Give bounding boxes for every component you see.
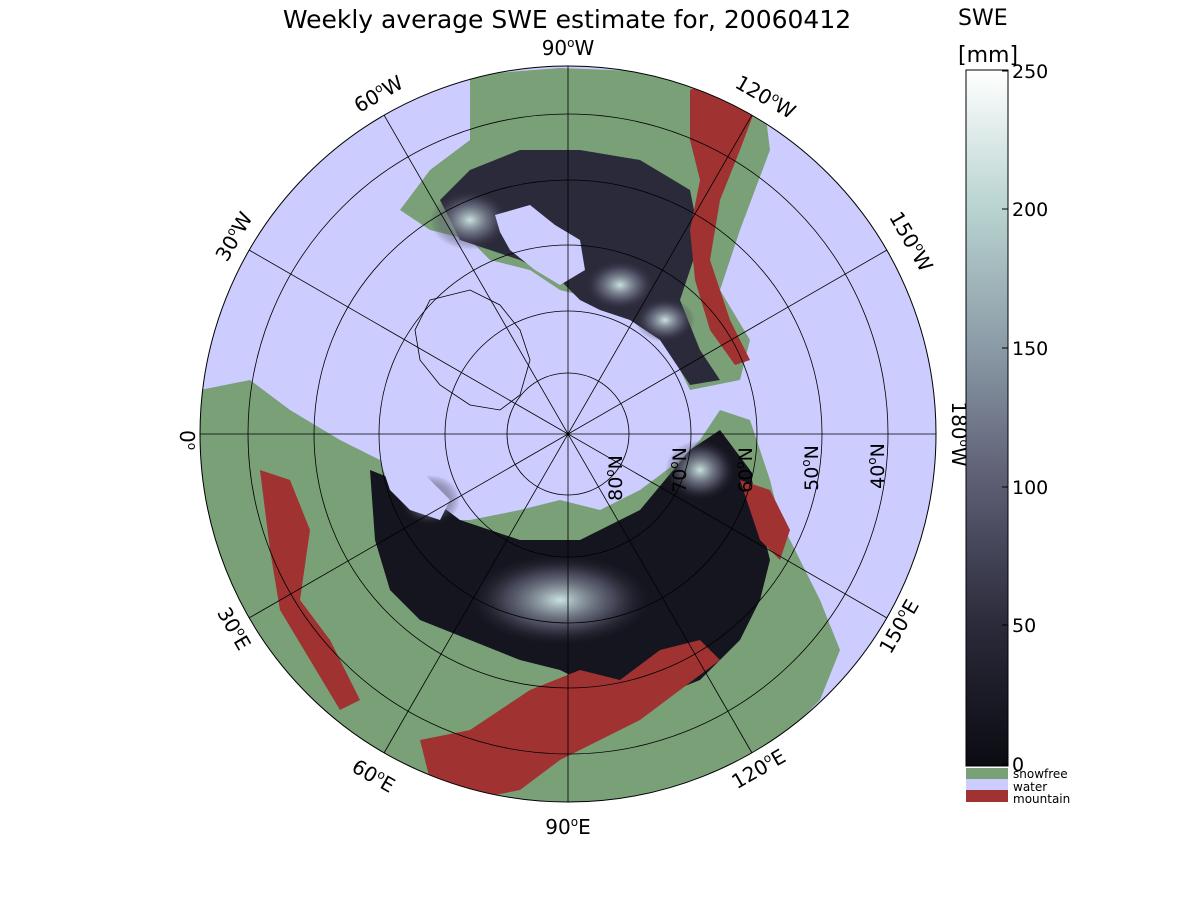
key-label-snowfree: snowfree: [1013, 767, 1068, 781]
baltic-water: [380, 460, 450, 520]
key-swatch-water: [966, 779, 1008, 790]
category-key: snowfree water mountain: [966, 767, 1070, 806]
colorbar-label-units: [mm]: [958, 43, 1018, 68]
polar-map: [199, 65, 937, 803]
colorbar-tick-label-50: 50: [1012, 615, 1036, 637]
eurasia-mountains-west: [260, 470, 360, 710]
latitude-labels: 80oN 70oN 60oN 50oN 40oN: [603, 443, 889, 501]
colorbar-tick-label-150: 150: [1012, 338, 1048, 360]
lon-label-90w: 90oW: [542, 36, 595, 60]
key-label-mountain: mountain: [1013, 792, 1070, 806]
colorbar-tick-label-0: 0: [1012, 754, 1024, 776]
landmasses: [200, 68, 840, 802]
eurasia-mountains-east: [740, 480, 790, 560]
lat-label-80n: 80oN: [603, 455, 627, 501]
lon-label-90e: 90oE: [545, 815, 590, 839]
meridian-150: [248, 249, 888, 619]
colorbar-tick-label-200: 200: [1012, 199, 1048, 221]
lat-label-60n: 60oN: [733, 447, 757, 493]
map-title: Weekly average SWE estimate for, 2006041…: [283, 5, 851, 34]
key-swatch-mountain: [966, 790, 1008, 802]
key-label-water: water: [1013, 780, 1047, 794]
na-snow-highlight-2: [585, 260, 655, 310]
map-border: [199, 65, 937, 803]
na-mountains: [690, 80, 755, 365]
colorbar-tick-label-100: 100: [1012, 477, 1048, 499]
na-snow-highlight-3: [635, 298, 695, 342]
colorbar-tick-label-250: 250: [1012, 61, 1048, 83]
key-swatch-snowfree: [966, 768, 1008, 779]
greenland-outline: [414, 289, 531, 411]
lat-label-70n: 70oN: [667, 447, 691, 493]
lat-label-40n: 40oN: [865, 443, 889, 489]
lon-label-180w: 180oW: [947, 401, 971, 467]
colorbar: SWE [mm] 0 50 100 150 200 250: [958, 6, 1048, 776]
lon-label-60e: 60oE: [348, 754, 399, 798]
lat-label-50n: 50oN: [799, 445, 823, 491]
graticule: [200, 66, 936, 802]
na-snow-highlight-1: [430, 190, 510, 250]
eurasia-snow-highlight-2: [665, 440, 735, 500]
colorbar-ticks: [1002, 70, 1008, 765]
eurasia-snow-highlight-1: [470, 555, 650, 645]
colorbar-gradient: [965, 69, 1009, 767]
hudson-bay: [495, 205, 585, 285]
eurasia-mountains-south: [420, 640, 720, 800]
colorbar-label-swe: SWE: [958, 6, 1008, 31]
lon-label-0: 0o: [175, 430, 199, 450]
